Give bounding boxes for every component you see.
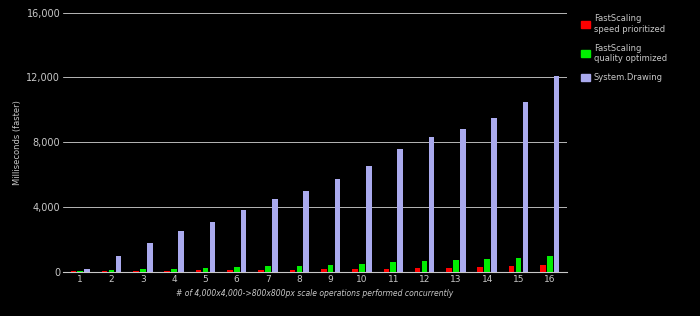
Bar bbox=[241, 210, 246, 272]
Bar bbox=[258, 270, 264, 272]
Bar bbox=[108, 270, 114, 272]
Bar bbox=[78, 271, 83, 272]
Bar bbox=[421, 261, 428, 272]
Bar bbox=[554, 76, 559, 272]
Bar bbox=[491, 118, 497, 272]
Bar bbox=[516, 258, 522, 272]
Bar bbox=[335, 179, 340, 272]
Bar bbox=[84, 269, 90, 272]
Bar bbox=[321, 269, 327, 272]
Bar bbox=[453, 260, 459, 272]
Bar bbox=[209, 222, 215, 272]
Bar bbox=[303, 191, 309, 272]
Bar bbox=[140, 269, 146, 272]
Bar bbox=[522, 102, 528, 272]
Bar bbox=[428, 137, 434, 272]
Bar bbox=[352, 269, 358, 272]
Bar bbox=[290, 270, 295, 272]
Bar bbox=[366, 167, 372, 272]
Bar bbox=[196, 270, 202, 272]
X-axis label: # of 4,000x4,000->800x800px scale operations performed concurrently: # of 4,000x4,000->800x800px scale operat… bbox=[176, 289, 454, 298]
Bar bbox=[234, 267, 239, 272]
Y-axis label: Milliseconds (faster): Milliseconds (faster) bbox=[13, 100, 22, 185]
Bar bbox=[446, 268, 452, 272]
Bar bbox=[116, 256, 121, 272]
Bar bbox=[133, 271, 139, 272]
Bar bbox=[102, 271, 108, 272]
Bar bbox=[202, 268, 209, 272]
Bar bbox=[415, 268, 421, 272]
Bar bbox=[477, 267, 483, 272]
Bar bbox=[265, 266, 271, 272]
Bar bbox=[71, 271, 76, 272]
Bar bbox=[227, 270, 232, 272]
Bar bbox=[297, 266, 302, 272]
Bar bbox=[178, 231, 184, 272]
Bar bbox=[509, 266, 514, 272]
Bar bbox=[359, 264, 365, 272]
Bar bbox=[460, 129, 466, 272]
Bar bbox=[547, 256, 552, 272]
Bar bbox=[272, 199, 278, 272]
Bar bbox=[391, 262, 396, 272]
Bar bbox=[540, 265, 546, 272]
Bar bbox=[147, 243, 153, 272]
Bar bbox=[398, 149, 403, 272]
Bar bbox=[164, 270, 170, 272]
Bar bbox=[328, 265, 333, 272]
Bar bbox=[172, 269, 177, 272]
Legend: FastScaling
speed prioritized, FastScaling
quality optimized, System.Drawing: FastScaling speed prioritized, FastScali… bbox=[581, 14, 667, 82]
Bar bbox=[384, 269, 389, 272]
Bar bbox=[484, 259, 490, 272]
